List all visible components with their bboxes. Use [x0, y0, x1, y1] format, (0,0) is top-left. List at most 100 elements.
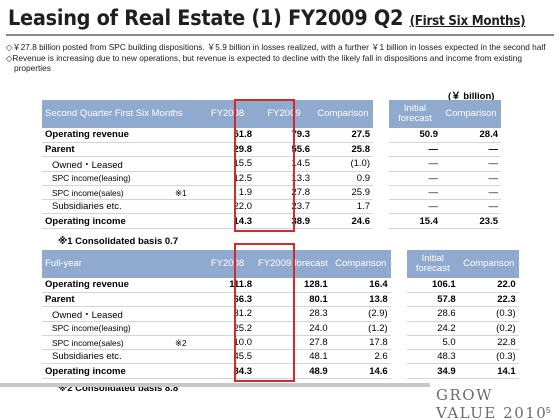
- row-label: Parent: [42, 292, 172, 307]
- footnote-mark: [172, 128, 200, 143]
- cell-comparison-vs-forecast: 22.0: [458, 278, 519, 293]
- footnote-1: ※1 Consolidated basis 0.7: [58, 236, 179, 247]
- cell-comparison: 25.9: [313, 185, 373, 201]
- table-row: Subsidiaries etc. 22.0 23.7 1.7 — —: [42, 199, 501, 215]
- column-gap: [373, 213, 389, 229]
- page-title: Leasing of Real Estate (1) FY2009 Q2 (Fi…: [8, 6, 526, 30]
- cell-fy2008: 14.3: [200, 213, 255, 229]
- cell-fy2009: 27.8: [255, 185, 313, 201]
- cell-initial-forecast: —: [389, 142, 441, 157]
- row-label: SPC income(sales): [42, 185, 172, 201]
- cell-initial-forecast: 50.9: [389, 128, 441, 143]
- cell-fy2009: 80.1: [255, 292, 331, 307]
- full-year-table: Full-year FY2008 FY2009 forecast Comparison…: [42, 250, 519, 379]
- column-gap: [390, 306, 407, 322]
- cell-comparison-vs-forecast: —: [441, 156, 501, 172]
- cell-comparison: (2.9): [330, 306, 391, 322]
- footnote-mark: [172, 171, 200, 187]
- bullet-item: ◇Revenue is increasing due to new operat…: [6, 52, 523, 74]
- footer-divider: [0, 383, 430, 387]
- cell-fy2008: 31.2: [200, 306, 255, 322]
- cell-comparison-vs-forecast: 22.3: [458, 292, 519, 307]
- header-comparison: Comparison: [330, 250, 391, 278]
- cell-initial-forecast: 24.2: [406, 321, 459, 337]
- cell-comparison: 24.6: [313, 213, 373, 229]
- row-label: SPC income(leasing): [42, 321, 172, 337]
- header-initial-forecast: Initial forecast: [389, 100, 441, 128]
- row-label: Parent: [42, 142, 172, 157]
- header-fy2008: FY2008: [200, 100, 255, 128]
- column-gap: [373, 185, 389, 200]
- footnote-mark: ※1: [172, 185, 200, 201]
- cell-comparison-vs-forecast: 22.8: [458, 335, 519, 351]
- cell-fy2008: 29.8: [200, 142, 255, 157]
- cell-fy2008: 15.5: [200, 156, 255, 172]
- row-label: SPC income(sales): [42, 335, 172, 351]
- cell-fy2008: 45.5: [200, 349, 255, 365]
- cell-fy2009: 27.8: [255, 335, 331, 351]
- footnote-mark: [172, 199, 200, 215]
- footnote-mark: [172, 292, 200, 307]
- header-comparison: Comparison: [313, 100, 373, 128]
- cell-comparison: 16.4: [330, 278, 391, 293]
- cell-initial-forecast: 5.0: [406, 335, 459, 351]
- cell-comparison: 27.5: [313, 128, 373, 143]
- column-gap: [390, 321, 407, 336]
- table-header-row: Second Quarter First Six Months FY2008 FY2…: [42, 100, 501, 128]
- table-row: SPC income(sales) ※2 10.0 27.8 17.8 5.0 22.8: [42, 335, 519, 351]
- cell-comparison: 0.9: [313, 171, 373, 187]
- cell-comparison: 13.8: [330, 292, 391, 307]
- table-header-row: Full-year FY2008 FY2009 forecast Comparison…: [42, 250, 519, 278]
- table-row: Operating revenue 111.8 128.1 16.4 106.1 22.0: [42, 278, 519, 293]
- title-bar: Leasing of Real Estate (1) FY2009 Q2 (Fi…: [6, 4, 554, 36]
- column-gap: [373, 171, 389, 186]
- row-label: SPC income(leasing): [42, 171, 172, 187]
- header-initial-forecast: Initial forecast: [406, 250, 459, 278]
- footnote-mark: ※2: [172, 335, 200, 351]
- summary-bullets: ◇￥27.8 billion posted from SPC building …: [6, 42, 554, 74]
- cell-fy2009: 48.9: [255, 363, 331, 379]
- cell-comparison: 17.8: [330, 335, 391, 351]
- table-row: SPC income(leasing) 12.5 13.3 0.9 — —: [42, 171, 501, 187]
- cell-fy2008: 22.0: [200, 199, 255, 215]
- cell-fy2009: 48.1: [255, 349, 331, 365]
- cell-fy2008: 111.8: [200, 278, 255, 293]
- footnote-mark: [172, 349, 200, 365]
- header-label: Full-year: [42, 250, 200, 278]
- footnote-mark: [172, 363, 200, 379]
- table-row: Owned・Leased 31.2 28.3 (2.9) 28.6 (0.3): [42, 306, 519, 322]
- header-gap: [373, 100, 389, 128]
- cell-fy2008: 34.3: [200, 363, 255, 379]
- table-row: Operating income 34.3 48.9 14.6 34.9 14.1: [42, 363, 519, 379]
- cell-comparison: 14.6: [330, 363, 391, 379]
- cell-comparison: 25.8: [313, 142, 373, 157]
- cell-fy2009: 14.5: [255, 156, 313, 172]
- row-label: Operating income: [42, 213, 172, 229]
- row-label: Owned・Leased: [42, 156, 172, 172]
- cell-initial-forecast: 34.9: [406, 363, 459, 379]
- cell-initial-forecast: 57.8: [406, 292, 459, 307]
- cell-fy2009: 13.3: [255, 171, 313, 187]
- title-subtitle: (First Six Months): [409, 14, 526, 29]
- table-row: Operating income 14.3 38.9 24.6 15.4 23.5: [42, 213, 501, 229]
- table-row: Parent 66.3 80.1 13.8 57.8 22.3: [42, 292, 519, 307]
- cell-comparison-vs-forecast: 14.1: [458, 363, 519, 379]
- footnote-mark: [172, 306, 200, 322]
- cell-initial-forecast: 15.4: [389, 213, 441, 229]
- cell-comparison-vs-forecast: —: [441, 185, 501, 201]
- footnote-mark: [172, 213, 200, 229]
- header-fy2008: FY2008: [200, 250, 255, 278]
- cell-fy2009: 28.3: [255, 306, 331, 322]
- cell-comparison-vs-forecast: 28.4: [441, 128, 501, 143]
- cell-fy2009: 23.7: [255, 199, 313, 215]
- cell-initial-forecast: —: [389, 199, 441, 215]
- cell-comparison: 1.7: [313, 199, 373, 215]
- cell-comparison: 2.6: [330, 349, 391, 365]
- fy2009-highlight-box: [234, 99, 295, 232]
- footnote-mark: [172, 321, 200, 337]
- cell-comparison-vs-forecast: —: [441, 199, 501, 215]
- cell-fy2009: 55.6: [255, 142, 313, 157]
- cell-fy2008: 10.0: [200, 335, 255, 351]
- cell-comparison-vs-forecast: —: [441, 171, 501, 187]
- header-label: Second Quarter First Six Months: [42, 100, 200, 128]
